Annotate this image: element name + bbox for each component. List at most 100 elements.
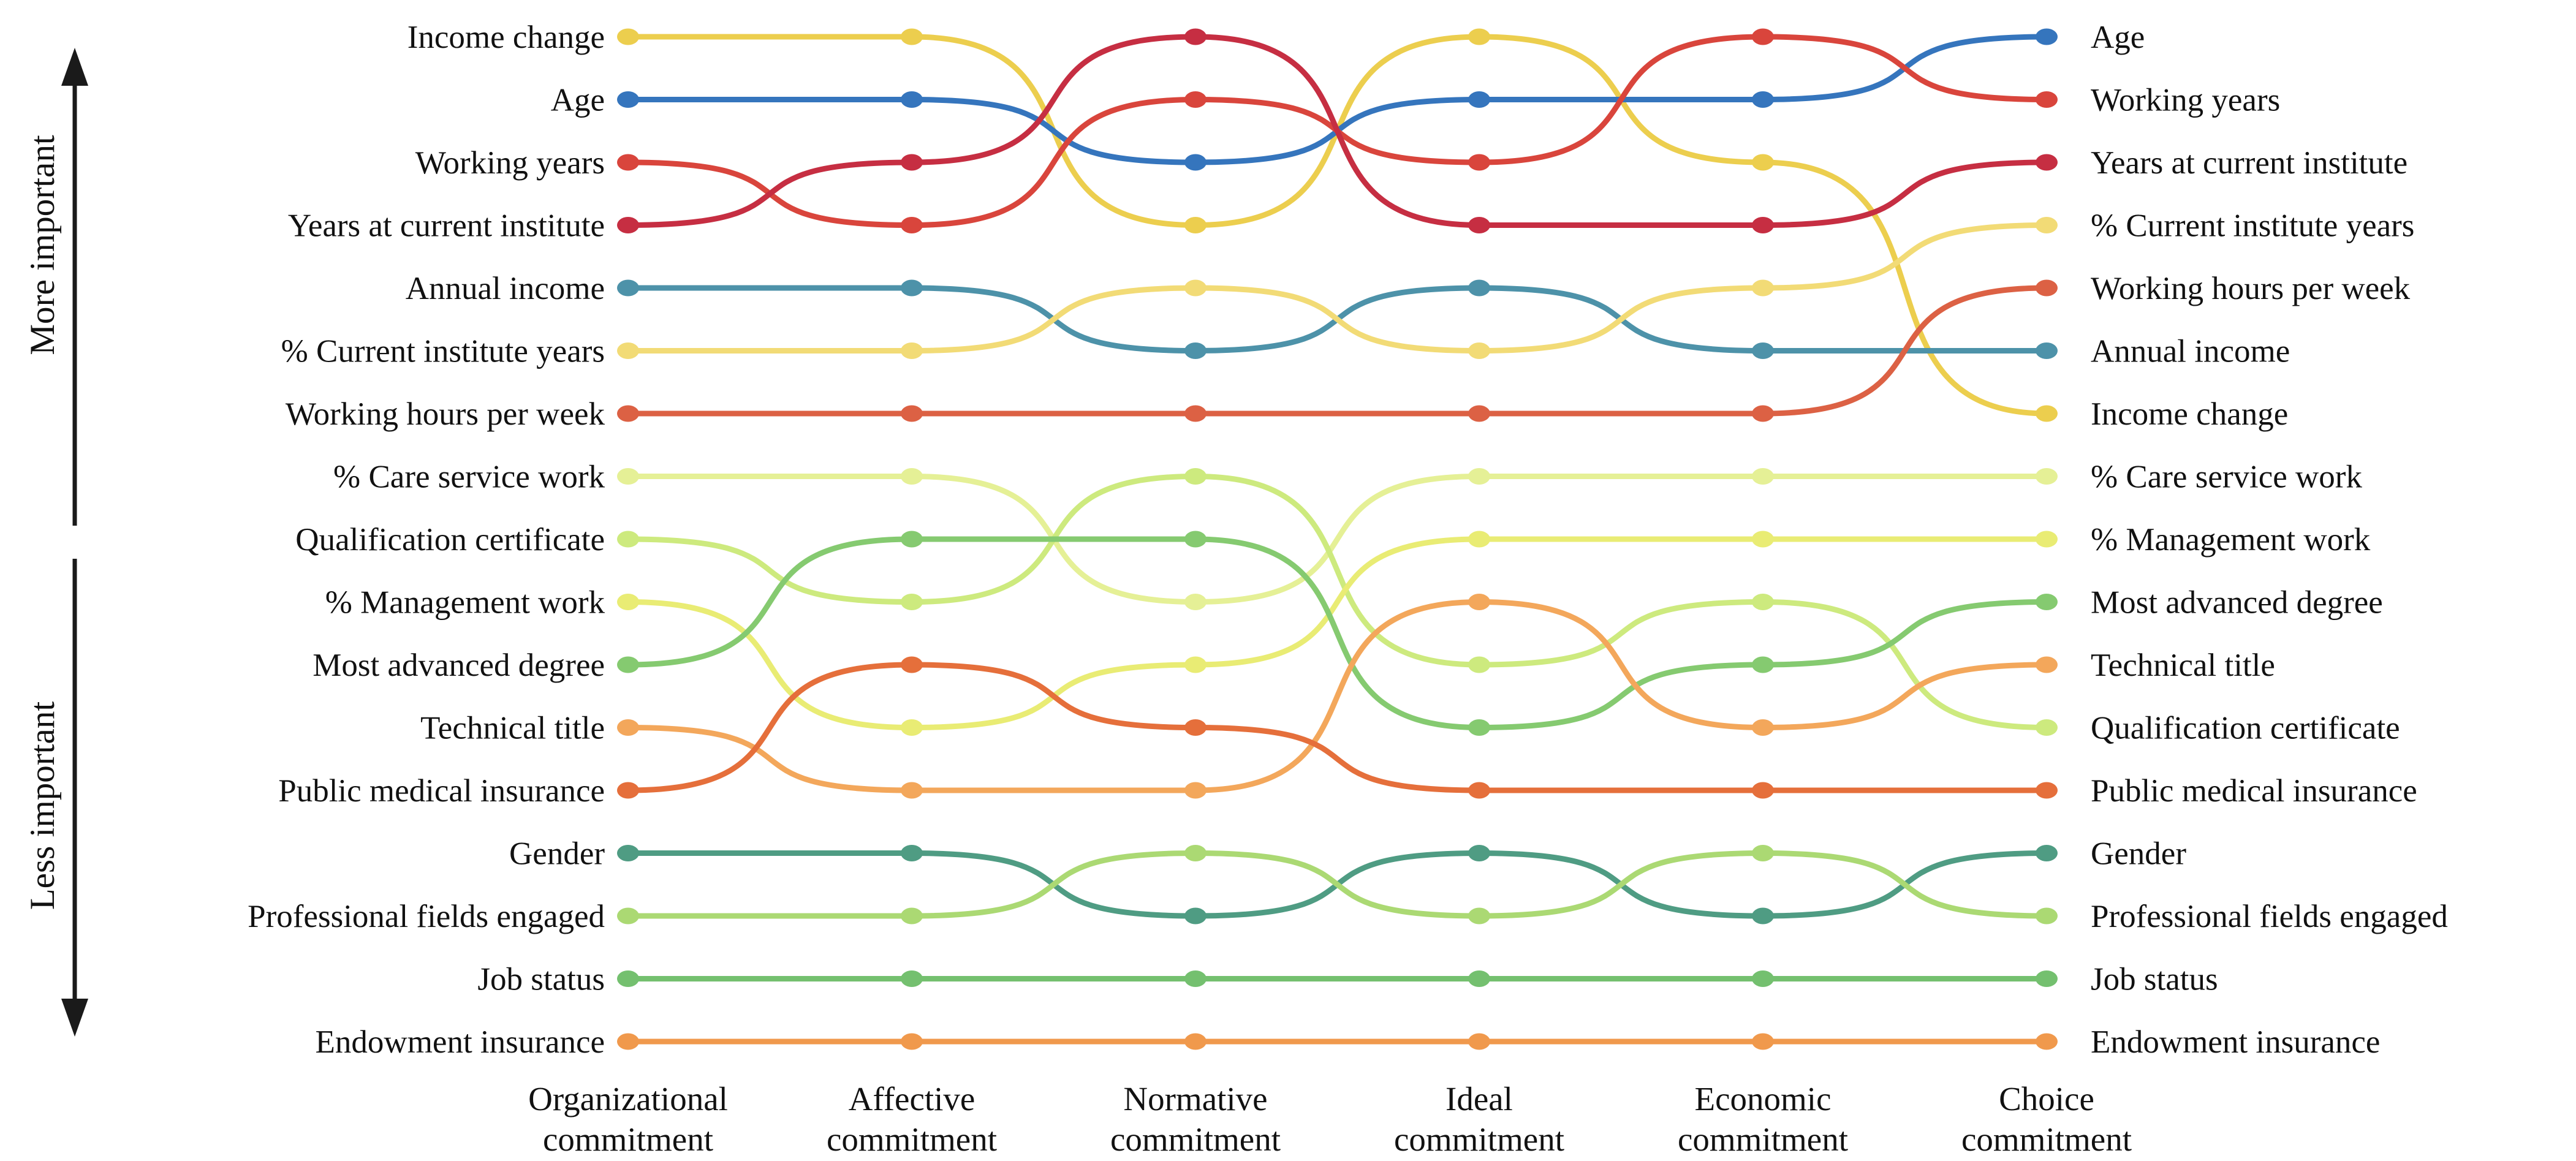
- rank-dot-working-hours-per-week-col3: [1184, 405, 1207, 422]
- rank-dot-job-status-col5: [1752, 970, 1774, 987]
- left-row-labels: Income change Age Working years Years at cu…: [248, 20, 605, 1060]
- rank-dot-age-col4: [1468, 91, 1490, 108]
- rank-dot-management-work-col2: [901, 719, 923, 736]
- rank-dot-care-service-work-col4: [1468, 468, 1490, 485]
- column-label-line2-normative: commitment: [1110, 1121, 1281, 1158]
- left-label-annual-income: Annual income: [406, 271, 605, 306]
- rank-dot-qualification-certificate-col1: [617, 531, 639, 548]
- rank-dot-working-years-col2: [901, 217, 923, 233]
- less-important-label: Less important: [23, 702, 62, 910]
- rank-dot-public-medical-insurance-col2: [901, 656, 923, 673]
- rank-dot-income-change-col2: [901, 28, 923, 45]
- left-label-income-change: Income change: [407, 20, 605, 55]
- rank-dot-professional-fields-engaged-col2: [901, 907, 923, 925]
- rank-dot-annual-income-col4: [1468, 279, 1490, 297]
- column-label-line1-normative: Normative: [1123, 1080, 1267, 1118]
- rank-dot-most-advanced-degree-col5: [1752, 656, 1774, 673]
- series-line-care-service-work: [625, 473, 2050, 605]
- left-label-professional-fields-engaged: Professional fields engaged: [248, 899, 605, 934]
- right-label-current-institute-years: % Current institute years: [2091, 208, 2414, 244]
- rank-dot-management-work-col5: [1752, 531, 1774, 548]
- rank-dot-gender-col4: [1468, 845, 1490, 861]
- column-label-line1-organizational: Organizational: [528, 1080, 728, 1118]
- left-label-management-work: % Management work: [325, 585, 605, 621]
- rank-dot-management-work-col3: [1184, 656, 1207, 673]
- series-line-qualification-certificate: [625, 473, 2050, 730]
- series-line-working-hours-per-week: [625, 285, 2050, 417]
- rank-dot-care-service-work-col3: [1184, 594, 1207, 610]
- series-line-years-at-current-institute: [625, 34, 2050, 229]
- rank-dot-care-service-work-col5: [1752, 468, 1774, 485]
- rank-dot-income-change-col1: [617, 28, 639, 45]
- right-label-endowment-insurance: Endowment insurance: [2091, 1024, 2380, 1060]
- rank-dot-working-hours-per-week-col2: [901, 405, 923, 422]
- rank-dot-working-years-col1: [617, 154, 639, 171]
- rank-dot-most-advanced-degree-col6: [2036, 594, 2058, 610]
- series-line-most-advanced-degree: [625, 536, 2050, 731]
- rank-dot-technical-title-col6: [2036, 656, 2058, 673]
- rank-dot-gender-col1: [617, 845, 639, 861]
- rank-dot-care-service-work-col6: [2036, 468, 2058, 485]
- rank-dot-endowment-insurance-col5: [1752, 1033, 1774, 1050]
- right-label-working-years: Working years: [2091, 83, 2280, 118]
- right-label-most-advanced-degree: Most advanced degree: [2091, 585, 2383, 621]
- rank-dot-annual-income-col3: [1184, 342, 1207, 359]
- arrow-down-icon: [61, 999, 88, 1037]
- rank-dot-working-years-col5: [1752, 28, 1774, 45]
- left-label-age: Age: [551, 83, 605, 118]
- rank-dot-professional-fields-engaged-col6: [2036, 907, 2058, 925]
- rank-dot-age-col5: [1752, 91, 1774, 108]
- rank-dot-gender-col5: [1752, 907, 1774, 925]
- left-label-job-status: Job status: [477, 962, 605, 997]
- column-labels: OrganizationalcommitmentAffectivecommitm…: [528, 1080, 2132, 1158]
- rank-dot-income-change-col5: [1752, 154, 1774, 171]
- importance-axis: More important Less important: [23, 48, 88, 1037]
- right-label-annual-income: Annual income: [2091, 334, 2290, 369]
- column-label-line2-economic: commitment: [1678, 1121, 1848, 1158]
- series-line-age: [625, 34, 2050, 165]
- left-label-working-hours-per-week: Working hours per week: [286, 396, 605, 432]
- right-label-management-work: % Management work: [2091, 522, 2371, 558]
- rank-dot-annual-income-col1: [617, 279, 639, 297]
- arrow-up-icon: [61, 48, 88, 86]
- rank-dot-years-at-current-institute-col3: [1184, 28, 1207, 45]
- rank-dot-working-years-col6: [2036, 91, 2058, 108]
- column-label-line2-ideal: commitment: [1394, 1121, 1564, 1158]
- rank-dot-working-hours-per-week-col6: [2036, 279, 2058, 297]
- rank-dot-public-medical-insurance-col6: [2036, 782, 2058, 799]
- right-row-labels: Income change Age Working years Years at cu…: [2091, 20, 2448, 1060]
- column-label-line1-ideal: Ideal: [1445, 1080, 1513, 1118]
- series-line-technical-title: [625, 599, 2050, 793]
- series-line-public-medical-insurance: [625, 662, 2050, 793]
- rank-dot-age-col6: [2036, 28, 2058, 45]
- rank-dot-job-status-col2: [901, 970, 923, 987]
- rank-dot-gender-col2: [901, 845, 923, 861]
- rank-dot-age-col3: [1184, 154, 1207, 171]
- right-label-professional-fields-engaged: Professional fields engaged: [2091, 899, 2448, 934]
- rank-dot-most-advanced-degree-col1: [617, 656, 639, 673]
- rank-dot-working-hours-per-week-col5: [1752, 405, 1774, 422]
- rank-dot-qualification-certificate-col2: [901, 594, 923, 610]
- rank-dot-job-status-col1: [617, 970, 639, 987]
- right-label-gender: Gender: [2091, 836, 2186, 872]
- rank-dot-years-at-current-institute-col6: [2036, 154, 2058, 171]
- rank-dot-management-work-col4: [1468, 531, 1490, 548]
- left-label-public-medical-insurance: Public medical insurance: [278, 773, 605, 809]
- rank-dot-public-medical-insurance-col1: [617, 782, 639, 799]
- rank-dot-technical-title-col5: [1752, 719, 1774, 736]
- rank-dot-working-hours-per-week-col4: [1468, 405, 1490, 422]
- rank-dot-current-institute-years-col4: [1468, 342, 1490, 359]
- rank-dot-professional-fields-engaged-col1: [617, 907, 639, 925]
- rank-dot-job-status-col3: [1184, 970, 1207, 987]
- rank-dot-years-at-current-institute-col5: [1752, 217, 1774, 233]
- rank-dot-public-medical-insurance-col4: [1468, 782, 1490, 799]
- rank-dot-endowment-insurance-col6: [2036, 1033, 2058, 1050]
- rank-dot-job-status-col4: [1468, 970, 1490, 987]
- rank-dot-most-advanced-degree-col3: [1184, 531, 1207, 548]
- rank-dot-years-at-current-institute-col1: [617, 217, 639, 233]
- rank-dot-professional-fields-engaged-col5: [1752, 845, 1774, 861]
